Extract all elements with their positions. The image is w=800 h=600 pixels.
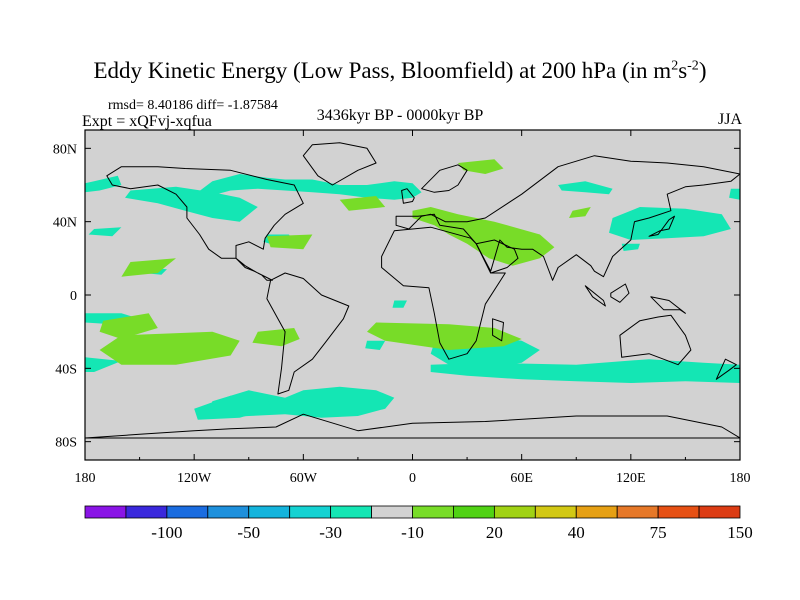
coastline-africa: [381, 226, 506, 360]
coastline-new-zealand: [715, 358, 737, 380]
y-tick-label: 40S: [55, 362, 77, 377]
x-tick-label: 0: [409, 471, 416, 486]
anomaly-region-positive-26: [339, 196, 386, 211]
coastline-antarctica: [85, 413, 740, 439]
anomaly-region-positive-23: [252, 328, 300, 347]
anomaly-region-negative-0: [197, 174, 422, 200]
colorbar-swatch: [166, 505, 209, 519]
coastline-eurasia: [395, 155, 740, 281]
x-tick-label: 180: [730, 471, 751, 486]
colorbar-swatch: [207, 505, 250, 519]
anomaly-region-negative-13: [85, 357, 122, 372]
anomaly-region-negative-17: [392, 300, 407, 308]
colorbar-label: -100: [151, 523, 182, 542]
colorbar-swatch: [616, 505, 659, 519]
colorbar-swatch: [698, 505, 741, 519]
title-unit-exp2: -2: [687, 58, 699, 74]
coastline-japan: [648, 215, 675, 237]
coastline-scandinavia: [421, 164, 468, 193]
title-unit-exp1: 2: [671, 58, 679, 74]
colorbar-swatch: [575, 505, 618, 519]
experiment-label: Expt = xQFvj-xqfua: [82, 113, 212, 130]
colorbar-label: -10: [401, 523, 424, 542]
coastline-central-america: [235, 257, 273, 281]
stats-label: rmsd= 8.40186 diff= -1.87584: [108, 98, 278, 113]
title-main: Eddy Kinetic Energy (Low Pass, Bloomfiel…: [93, 58, 672, 83]
x-axis: 180 120W 60W 0 60E 120E 180: [75, 130, 751, 486]
anomaly-region-negative-15: [194, 395, 271, 420]
chart-title: Eddy Kinetic Energy (Low Pass, Bloomfiel…: [0, 58, 800, 84]
map-background: [85, 130, 740, 460]
period-label: 3436kyr BP - 0000kyr BP: [316, 107, 484, 124]
anomaly-region-positive-27: [569, 207, 591, 218]
colorbar-swatch: [493, 505, 536, 519]
y-axis: 80N 40N 0 40S 80S: [53, 142, 740, 451]
colorbar-swatch: [289, 505, 332, 519]
coastline-sumatra: [584, 285, 606, 307]
y-tick-label: 80S: [55, 436, 77, 451]
anomaly-region-positive-21: [99, 313, 158, 339]
colorbar-label: -30: [319, 523, 342, 542]
colorbar-swatch: [371, 505, 413, 519]
coastline-borneo: [610, 283, 630, 303]
colorbar-swatch: [453, 505, 495, 519]
coastline-uk: [401, 188, 415, 204]
colorbar-label: -50: [237, 523, 260, 542]
anomaly-region-positive-19: [458, 159, 504, 174]
colorbar-swatch: [248, 505, 291, 519]
coastline-greenland: [302, 142, 377, 186]
coastline-arabia: [475, 239, 519, 274]
coastline-australia: [619, 314, 692, 366]
title-close: ): [698, 58, 707, 83]
season-label: JJA: [717, 111, 742, 128]
colorbar-label: 40: [568, 523, 585, 542]
x-tick-label: 180: [75, 471, 96, 486]
colorbar-label: 20: [486, 523, 503, 542]
colorbar-swatch: [84, 505, 127, 519]
anomaly-region-negative-3: [88, 227, 122, 237]
anomaly-region-negative-1: [125, 186, 258, 222]
anomaly-region-negative-6: [85, 175, 122, 193]
anomaly-region-negative-7: [609, 207, 731, 240]
colorbar-label: 75: [650, 523, 667, 542]
x-tick-label: 60W: [290, 471, 318, 486]
coastline-north-america: [106, 166, 304, 259]
y-tick-label: 40N: [53, 216, 77, 231]
x-tick-label: 60E: [510, 471, 533, 486]
colorbar-swatch: [412, 505, 454, 519]
anomaly-region-negative-12: [430, 359, 740, 383]
y-tick-label: 80N: [53, 142, 77, 157]
anomaly-region-positive-24: [367, 322, 522, 350]
anomaly-region-negative-9: [621, 243, 640, 251]
y-tick-label: 0: [70, 289, 77, 304]
coastlines: [85, 142, 740, 439]
coastline-madagascar: [492, 318, 504, 342]
anomaly-region-positive-20: [266, 234, 313, 250]
anomaly-region-negative-16: [365, 340, 386, 350]
x-tick-label: 120W: [177, 471, 212, 486]
colorbar-label: 150: [727, 523, 753, 542]
x-tick-label: 120E: [616, 471, 646, 486]
anomaly-region-positive-22: [99, 331, 240, 365]
colorbar-swatch: [534, 505, 577, 519]
colorbar-swatch: [125, 505, 168, 519]
colorbar: -100 -50 -30 -10 20 40 75 150: [84, 505, 753, 542]
colorbar-swatch: [330, 505, 372, 519]
anomaly-region-negative-8: [558, 181, 613, 195]
anomaly-region-negative-5: [729, 188, 740, 200]
coastline-new-guinea: [650, 296, 686, 314]
coastline-south-america: [266, 272, 350, 395]
anomaly-region-positive-25: [121, 258, 176, 277]
title-unit-s: s: [678, 58, 688, 83]
colorbar-swatch: [657, 505, 700, 519]
